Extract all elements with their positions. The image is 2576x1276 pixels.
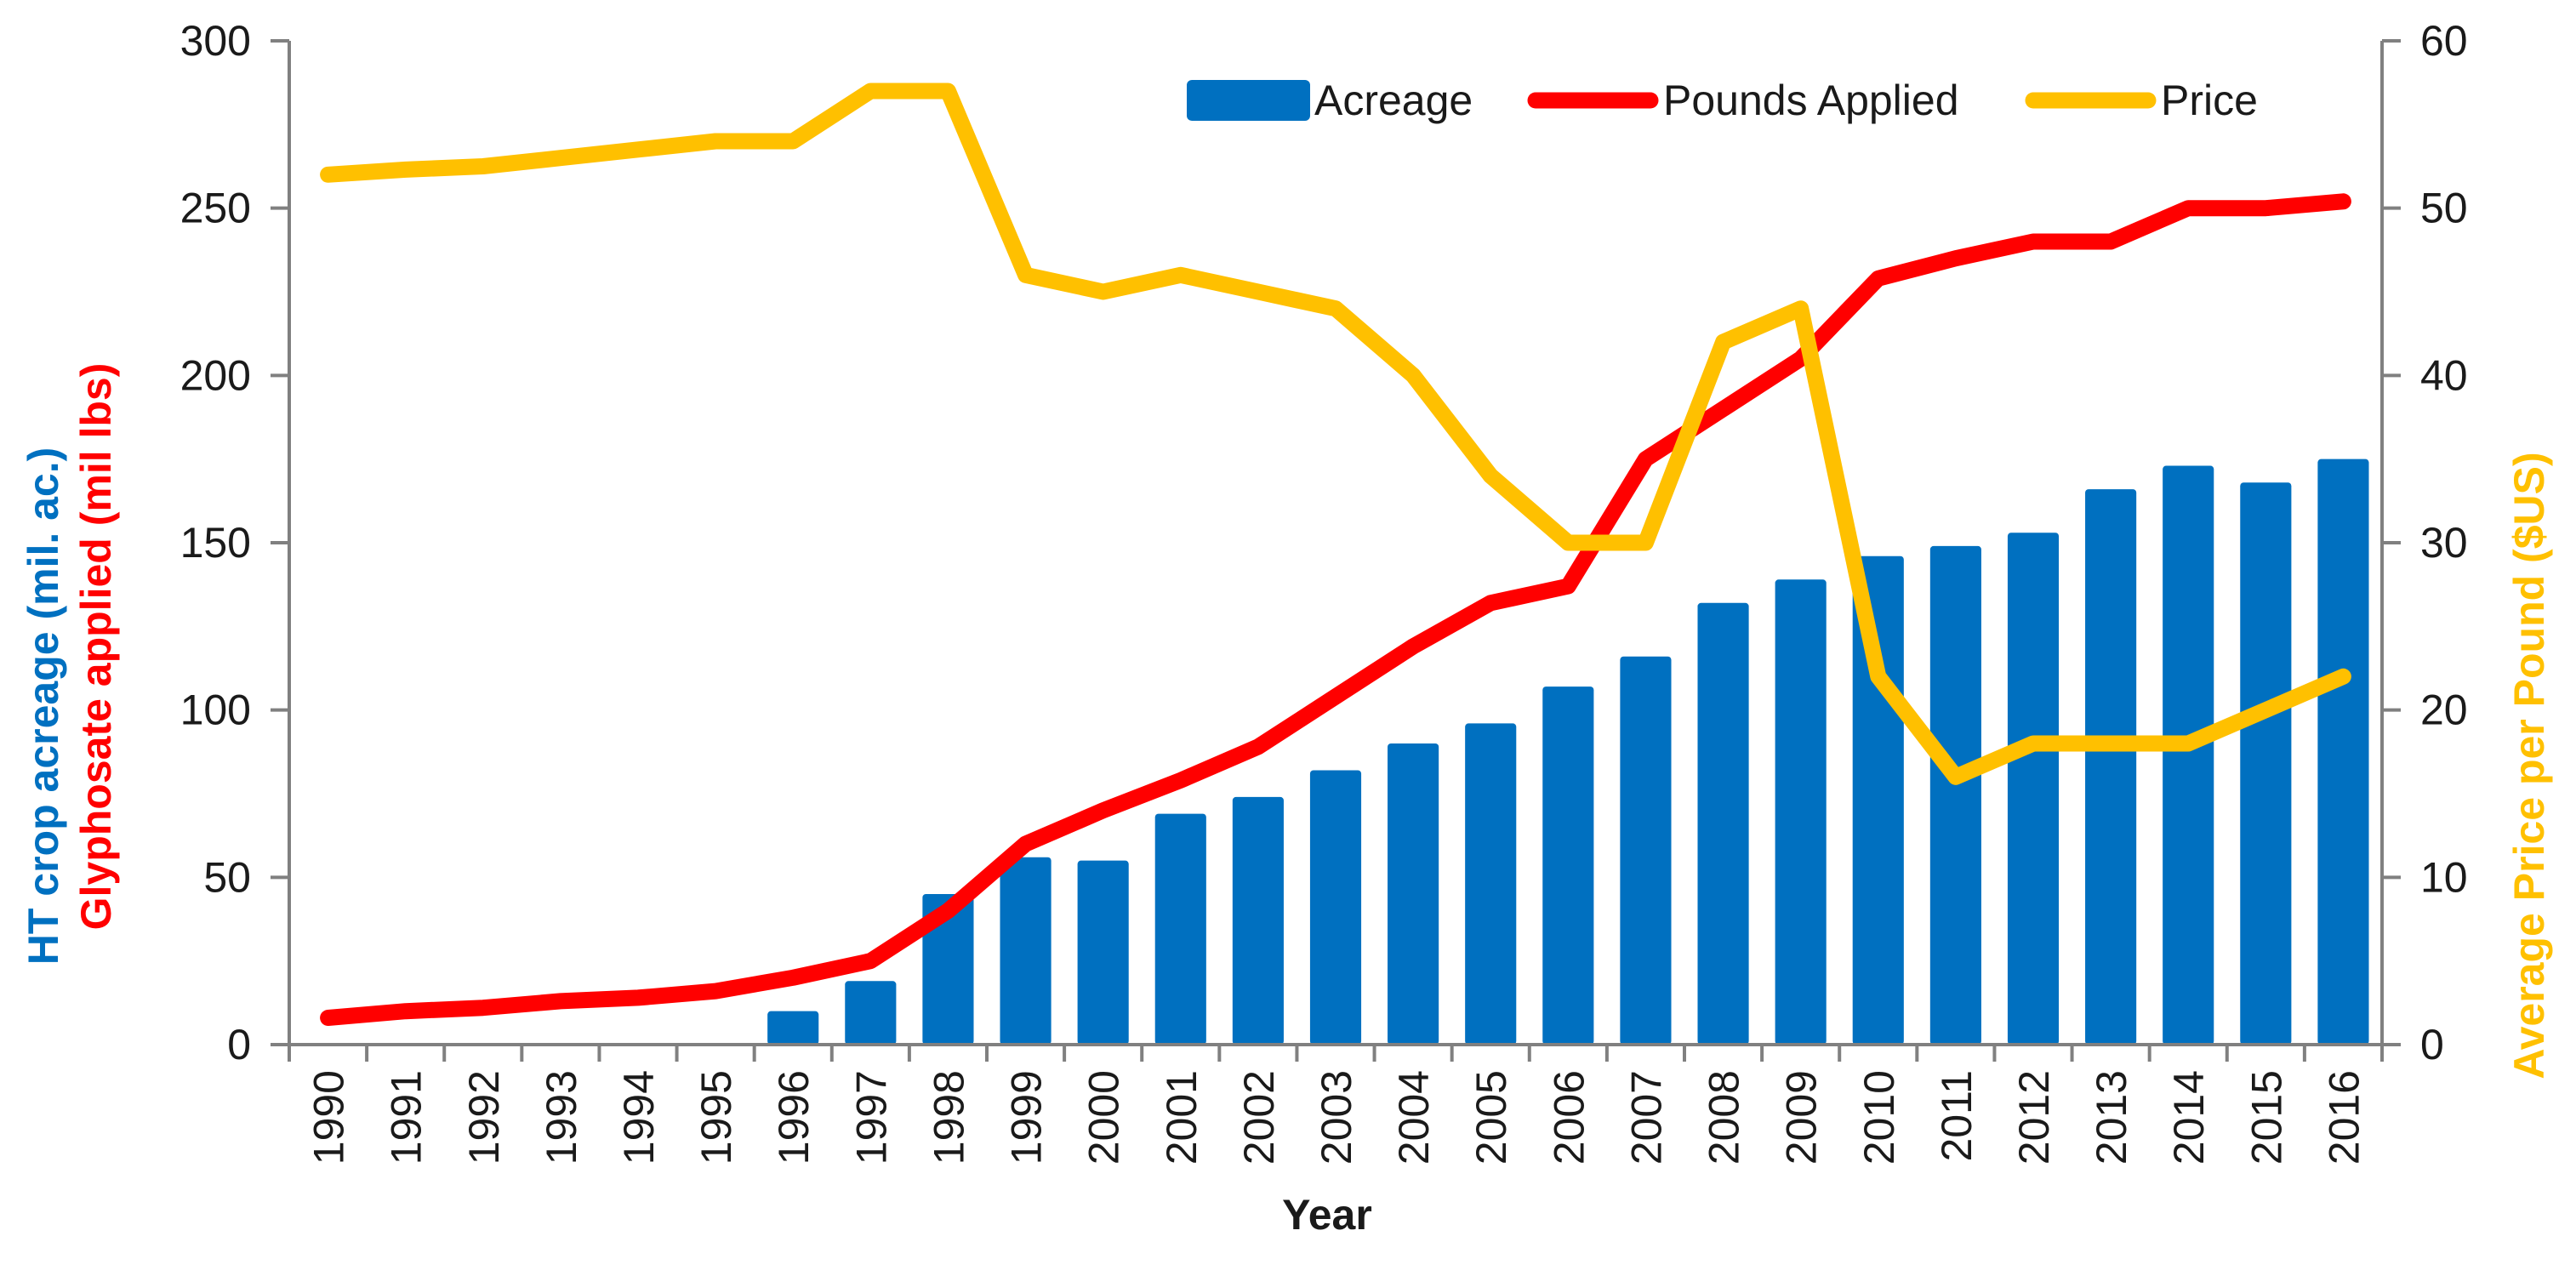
pounds-applied-line	[320, 193, 2351, 1026]
x-tick-label-1993: 1993	[538, 1070, 585, 1165]
acreage-bar-2015	[2240, 482, 2292, 1045]
acreage-bar-2008	[1697, 602, 1749, 1045]
x-tick-label-1995: 1995	[692, 1070, 740, 1165]
right-axis-title: Average Price per Pound ($US)	[2505, 452, 2553, 1079]
left-tick-label: 50	[203, 853, 251, 901]
legend-label-pounds-applied: Pounds Applied	[1663, 77, 1959, 124]
x-tick-label-1996: 1996	[770, 1070, 818, 1165]
x-tick-label-2005: 2005	[1468, 1070, 1515, 1165]
acreage-bar-1996	[767, 1011, 819, 1045]
right-tick-label: 20	[2420, 686, 2468, 734]
left-axis-title-glyphosate: Glyphosate applied (mil lbs)	[72, 363, 120, 931]
x-tick-label-2004: 2004	[1390, 1070, 1438, 1165]
acreage-bar-2012	[2007, 533, 2060, 1045]
acreage-bar-2002	[1232, 796, 1284, 1045]
right-tick-label: 40	[2420, 351, 2468, 399]
x-tick-label-1998: 1998	[925, 1070, 972, 1165]
right-tick-label: 30	[2420, 519, 2468, 567]
left-tick-label: 0	[227, 1021, 251, 1068]
x-tick-label-1999: 1999	[1003, 1070, 1051, 1165]
x-tick-label-2016: 2016	[2320, 1070, 2368, 1165]
x-tick-label-2009: 2009	[1778, 1070, 1826, 1165]
x-axis-title: Year	[1282, 1191, 1372, 1239]
x-tick-label-2003: 2003	[1313, 1070, 1360, 1165]
acreage-bar-2001	[1154, 813, 1206, 1045]
x-tick-label-2012: 2012	[2010, 1070, 2058, 1165]
series-lines	[320, 83, 2351, 1026]
acreage-bar-2016	[2317, 459, 2369, 1045]
acreage-bar-2014	[2163, 465, 2214, 1045]
x-tick-label-2001: 2001	[1158, 1070, 1205, 1165]
right-axis-title-part1: Average Price per Pound	[2505, 563, 2553, 1079]
right-tick-label: 60	[2420, 17, 2468, 65]
x-tick-label-1991: 1991	[383, 1070, 430, 1165]
left-axis-title-acreage: HT crop acreage (mil. ac.)	[20, 447, 67, 966]
left-tick-label: 100	[180, 686, 251, 734]
acreage-bar-2003	[1309, 770, 1362, 1045]
x-tick-label-2002: 2002	[1235, 1070, 1283, 1165]
x-tick-label-1994: 1994	[615, 1070, 663, 1165]
acreage-bar-1997	[845, 981, 897, 1045]
acreage-bar-2009	[1775, 579, 1827, 1045]
price-line	[320, 83, 2351, 785]
left-tick-label: 300	[180, 17, 251, 65]
legend: Acreage Pounds Applied Price	[1187, 77, 2258, 124]
x-tick-label-2014: 2014	[2165, 1070, 2213, 1165]
x-tick-label-1997: 1997	[847, 1070, 895, 1165]
axes	[271, 39, 2401, 1062]
x-tick-label-2010: 2010	[1855, 1070, 1903, 1165]
acreage-bar-2013	[2085, 489, 2137, 1045]
right-axis-title-part2: ($US)	[2505, 452, 2553, 563]
legend-swatch-acreage	[1187, 80, 1310, 121]
acreage-bar-2004	[1388, 743, 1439, 1045]
x-tick-label-2013: 2013	[2088, 1070, 2135, 1165]
acreage-bar-2005	[1465, 723, 1517, 1045]
x-tick-label-1990: 1990	[305, 1070, 353, 1165]
acreage-bar-2006	[1542, 686, 1594, 1045]
legend-label-price: Price	[2161, 77, 2258, 124]
acreage-bar-1998	[922, 894, 974, 1045]
x-tick-label-2007: 2007	[1622, 1070, 1670, 1165]
acreage-bar-2010	[1852, 555, 1904, 1045]
x-tick-label-2008: 2008	[1701, 1070, 1748, 1165]
x-tick-label-2000: 2000	[1080, 1070, 1128, 1165]
x-tick-label-2015: 2015	[2243, 1070, 2290, 1165]
left-tick-label: 250	[180, 185, 251, 232]
right-tick-label: 50	[2420, 185, 2468, 232]
acreage-bar-2011	[1929, 545, 1981, 1045]
right-tick-label: 10	[2420, 853, 2468, 901]
left-tick-label: 150	[180, 519, 251, 567]
left-tick-label: 200	[180, 351, 251, 399]
x-tick-label-2006: 2006	[1545, 1070, 1593, 1165]
right-tick-label: 0	[2420, 1021, 2444, 1068]
legend-label-acreage: Acreage	[1314, 77, 1473, 124]
acreage-bar-2000	[1077, 860, 1129, 1045]
acreage-bars	[767, 459, 2369, 1045]
x-tick-label-1992: 1992	[460, 1070, 508, 1165]
acreage-bar-2007	[1620, 656, 1672, 1045]
acreage-bar-1999	[1000, 857, 1051, 1045]
tick-labels: 0 50 100 150 200 250 300 0 10 20 30 40 50 60 1990 1991 1…	[180, 17, 2468, 1165]
x-tick-label-2011: 2011	[1933, 1070, 1980, 1162]
